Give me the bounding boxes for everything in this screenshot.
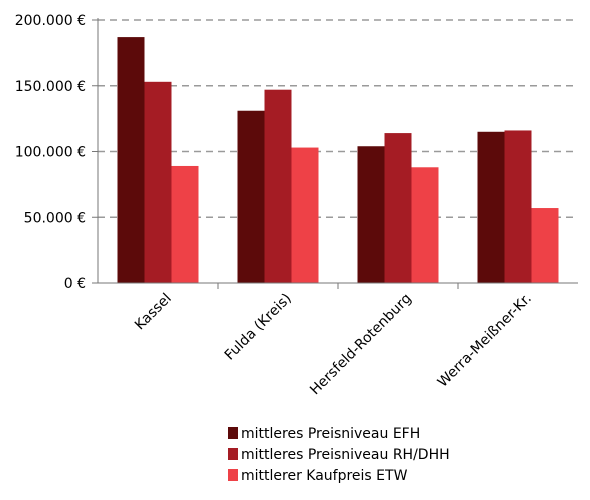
- bar: [264, 89, 292, 283]
- legend-label: mittlerer Kaufpreis ETW: [241, 468, 408, 484]
- y-tick-label: 200.000 €: [15, 13, 86, 29]
- bar: [291, 147, 319, 283]
- bar: [237, 110, 265, 283]
- bar: [477, 131, 505, 283]
- bar: [117, 37, 145, 283]
- bar: [411, 167, 439, 283]
- y-tick-label: 100.000 €: [15, 145, 86, 161]
- x-tick-label: Kassel: [132, 291, 175, 334]
- axes: [92, 18, 578, 289]
- y-tick-labels: 0 € 50.000 € 100.000 € 150.000 € 200.000 €: [15, 13, 86, 292]
- bar: [144, 81, 172, 284]
- bar: [504, 130, 532, 283]
- bars: [117, 37, 559, 284]
- x-tick-label: Werra-Meißner-Kr.: [435, 291, 535, 391]
- y-tick-label: 50.000 €: [24, 210, 86, 226]
- bar: [384, 133, 412, 283]
- bar: [531, 208, 559, 283]
- bar: [171, 165, 199, 283]
- legend-swatch: [228, 448, 238, 460]
- legend-label: mittleres Preisniveau EFH: [241, 426, 420, 442]
- x-tick-labels: Kassel Fulda (Kreis) Hersfeld-Rotenburg Wer…: [132, 291, 535, 399]
- legend-swatch: [228, 469, 238, 481]
- legend-label: mittleres Preisniveau RH/DHH: [241, 447, 450, 463]
- x-tick-label: Fulda (Kreis): [222, 291, 295, 364]
- bar: [357, 146, 385, 283]
- y-tick-label: 0 €: [64, 276, 86, 292]
- x-tick-label: Hersfeld-Rotenburg: [307, 291, 415, 399]
- y-tick-label: 150.000 €: [15, 79, 86, 95]
- legend: mittleres Preisniveau EFH mittleres Preis…: [228, 426, 450, 484]
- legend-swatch: [228, 427, 238, 439]
